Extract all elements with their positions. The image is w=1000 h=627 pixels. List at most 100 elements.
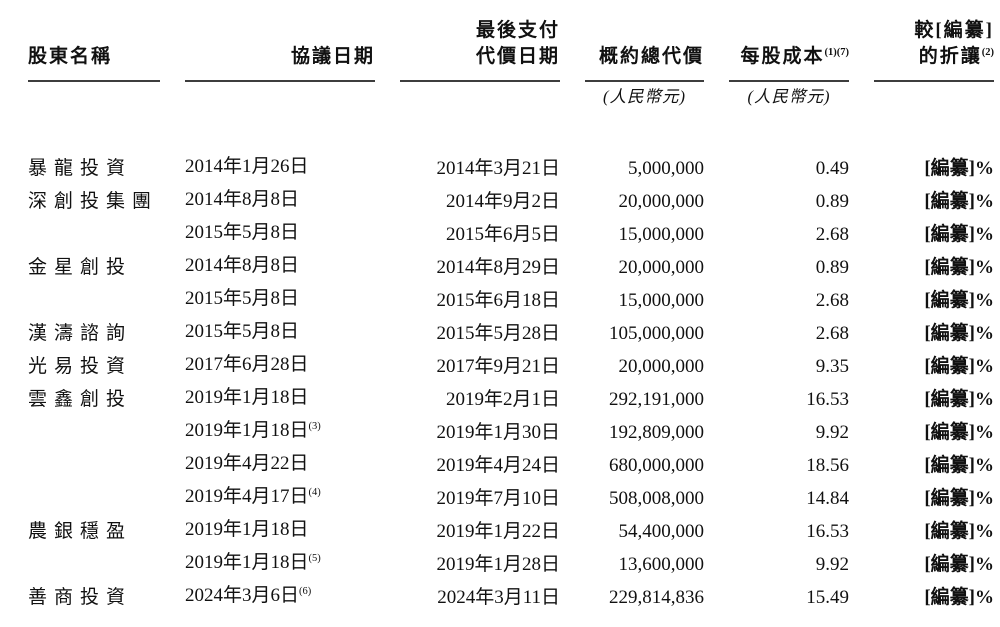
- agreement-date-text: 2017年6月28日: [185, 354, 309, 375]
- header-cost-per-share-text: 每股成本: [740, 46, 825, 67]
- table-row: 金星創投 2014年8月8日 2014年8月29日 20,000,000 0.8…: [28, 251, 994, 284]
- agreement-date-cell: 2015年5月8日: [185, 220, 375, 249]
- cost-per-share-cell: 16.53: [806, 520, 849, 542]
- shareholder-name-cell: 金星創投: [28, 256, 133, 278]
- shareholder-name-cell: 深創投集團: [28, 190, 159, 212]
- cost-per-share-cell: 2.68: [815, 322, 849, 344]
- shareholder-investment-table: 最後支付 較[編纂] 股東名稱 協議日期 代價日期 概約總代價 每股成本(1)(…: [28, 12, 994, 614]
- agreement-date-cell: 2019年4月17日(4): [185, 484, 375, 513]
- header-cost-per-share: 每股成本(1)(7): [729, 44, 849, 82]
- total-consideration-cell: 192,809,000: [609, 421, 704, 443]
- header-shareholder-name: 股東名稱: [28, 44, 160, 82]
- last-payment-date-cell: 2019年2月1日: [445, 388, 560, 410]
- discount-cell: [編纂]%: [924, 388, 994, 410]
- currency-note-cost-per-share: (人民幣元): [747, 87, 831, 106]
- discount-cell: [編纂]%: [924, 421, 994, 443]
- agreement-date-text: 2014年8月8日: [185, 189, 300, 210]
- agreement-date-footnote-ref: (6): [299, 586, 312, 597]
- table-row: 2019年4月17日(4) 2019年7月10日 508,008,000 14.…: [28, 482, 994, 515]
- agreement-date-cell: 2014年8月8日: [185, 187, 375, 216]
- cost-per-share-cell: 15.49: [806, 586, 849, 608]
- agreement-date-text: 2014年1月26日: [185, 156, 309, 177]
- shareholder-name-cell: 雲鑫創投: [28, 388, 133, 410]
- agreement-date-text: 2015年5月8日: [185, 222, 300, 243]
- total-consideration-cell: 15,000,000: [618, 223, 705, 245]
- agreement-date-cell: 2024年3月6日(6): [185, 583, 375, 612]
- agreement-date-text: 2014年8月8日: [185, 255, 300, 276]
- agreement-date-cell: 2015年5月8日: [185, 319, 375, 348]
- agreement-date-cell: 2019年1月18日(3): [185, 418, 375, 447]
- total-consideration-cell: 292,191,000: [609, 388, 704, 410]
- table-row: 雲鑫創投 2019年1月18日 2019年2月1日 292,191,000 16…: [28, 383, 994, 416]
- cost-per-share-cell: 0.49: [815, 157, 849, 179]
- header-row-1: 最後支付 較[編纂]: [28, 12, 994, 44]
- total-consideration-cell: 229,814,836: [609, 586, 704, 608]
- shareholder-name-cell: 光易投資: [28, 355, 133, 377]
- discount-cell: [編纂]%: [924, 586, 994, 608]
- agreement-date-cell: 2019年1月18日: [185, 517, 375, 546]
- last-payment-date-cell: 2017年9月21日: [436, 355, 560, 377]
- shareholder-name-cell: 農銀穩盈: [28, 520, 133, 542]
- discount-cell: [編纂]%: [924, 190, 994, 212]
- cost-per-share-cell: 9.92: [815, 553, 849, 575]
- last-payment-date-cell: 2015年5月28日: [436, 322, 560, 344]
- last-payment-date-cell: 2019年1月30日: [436, 421, 560, 443]
- discount-cell: [編纂]%: [924, 322, 994, 344]
- header-last-payment-line1: 最後支付: [475, 20, 560, 41]
- header-agreement-date: 協議日期: [185, 44, 375, 82]
- cost-per-share-footnote-ref: (1)(7): [824, 47, 850, 58]
- agreement-date-text: 2019年1月18日: [185, 519, 309, 540]
- agreement-date-cell: 2014年1月26日: [185, 154, 375, 183]
- cost-per-share-cell: 9.35: [815, 355, 849, 377]
- last-payment-date-cell: 2014年8月29日: [436, 256, 560, 278]
- discount-cell: [編纂]%: [924, 223, 994, 245]
- agreement-date-text: 2015年5月8日: [185, 321, 300, 342]
- discount-cell: [編纂]%: [924, 256, 994, 278]
- agreement-date-cell: 2019年4月22日: [185, 451, 375, 480]
- total-consideration-cell: 680,000,000: [609, 454, 704, 476]
- header-last-payment-line2: 代價日期: [400, 44, 560, 82]
- table-row: 2015年5月8日 2015年6月18日 15,000,000 2.68 [編纂…: [28, 284, 994, 317]
- header-discount-line1: 較[編纂]: [914, 20, 994, 41]
- agreement-date-cell: 2019年1月18日(5): [185, 550, 375, 579]
- discount-cell: [編纂]%: [924, 520, 994, 542]
- shareholder-name-cell: 漢濤諮詢: [28, 322, 133, 344]
- agreement-date-footnote-ref: (3): [308, 421, 321, 432]
- table-row: 暴龍投資 2014年1月26日 2014年3月21日 5,000,000 0.4…: [28, 152, 994, 185]
- agreement-date-text: 2019年4月22日: [185, 453, 309, 474]
- table-row: 深創投集團 2014年8月8日 2014年9月2日 20,000,000 0.8…: [28, 185, 994, 218]
- last-payment-date-cell: 2014年3月21日: [436, 157, 560, 179]
- cost-per-share-cell: 9.92: [815, 421, 849, 443]
- agreement-date-text: 2019年1月18日: [185, 420, 309, 441]
- table-row: 善商投資 2024年3月6日(6) 2024年3月11日 229,814,836…: [28, 581, 994, 614]
- cost-per-share-cell: 2.68: [815, 289, 849, 311]
- table-body: 暴龍投資 2014年1月26日 2014年3月21日 5,000,000 0.4…: [28, 152, 994, 614]
- discount-cell: [編纂]%: [924, 487, 994, 509]
- last-payment-date-cell: 2014年9月2日: [445, 190, 560, 212]
- last-payment-date-cell: 2019年7月10日: [436, 487, 560, 509]
- discount-footnote-ref: (2): [981, 47, 994, 58]
- last-payment-date-cell: 2024年3月11日: [437, 586, 560, 608]
- agreement-date-text: 2024年3月6日: [185, 585, 300, 606]
- agreement-date-footnote-ref: (5): [308, 553, 321, 564]
- agreement-date-text: 2015年5月8日: [185, 288, 300, 309]
- table-row: 2019年4月22日 2019年4月24日 680,000,000 18.56 …: [28, 449, 994, 482]
- last-payment-date-cell: 2019年1月22日: [436, 520, 560, 542]
- table-row: 2015年5月8日 2015年6月5日 15,000,000 2.68 [編纂]…: [28, 218, 994, 251]
- last-payment-date-cell: 2015年6月5日: [445, 223, 560, 245]
- header-total-consideration: 概約總代價: [585, 44, 704, 82]
- total-consideration-cell: 5,000,000: [628, 157, 704, 179]
- shareholder-name-cell: 善商投資: [28, 586, 133, 608]
- cost-per-share-cell: 14.84: [806, 487, 849, 509]
- total-consideration-cell: 13,600,000: [618, 553, 705, 575]
- agreement-date-text: 2019年1月18日: [185, 387, 309, 408]
- cost-per-share-cell: 2.68: [815, 223, 849, 245]
- table-row: 2019年1月18日(5) 2019年1月28日 13,600,000 9.92…: [28, 548, 994, 581]
- header-subtitle-row: (人民幣元) (人民幣元): [28, 82, 994, 112]
- shareholder-name-cell: 暴龍投資: [28, 157, 133, 179]
- header-row-2: 股東名稱 協議日期 代價日期 概約總代價 每股成本(1)(7) 的折讓(2): [28, 44, 994, 82]
- cost-per-share-cell: 18.56: [806, 454, 849, 476]
- cost-per-share-cell: 16.53: [806, 388, 849, 410]
- last-payment-date-cell: 2019年4月24日: [436, 454, 560, 476]
